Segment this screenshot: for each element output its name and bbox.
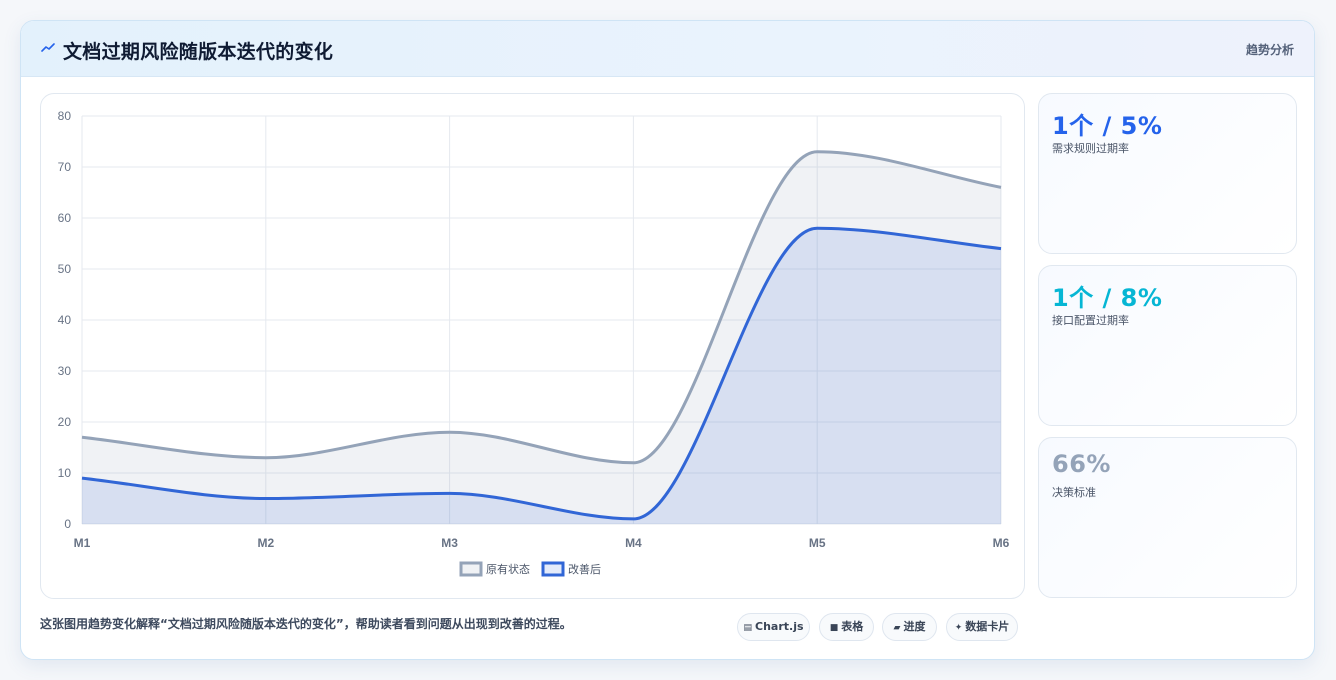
chip-chartjs[interactable]: ▤ Chart.js: [737, 613, 810, 641]
y-tick-label: 80: [58, 109, 72, 123]
trend-icon: [41, 43, 55, 52]
y-tick-label: 60: [58, 211, 72, 225]
stat-value: 66%: [1052, 450, 1111, 478]
x-tick-label: M6: [993, 536, 1010, 550]
sparkle-icon: ✦: [954, 623, 963, 633]
legend-label: 原有状态: [486, 562, 530, 576]
series-line-2: [81, 226, 1002, 521]
table-icon: ■: [829, 623, 839, 633]
y-tick-label: 70: [58, 160, 72, 174]
y-tick-label: 10: [58, 466, 72, 480]
page-title: 文档过期风险随版本迭代的变化: [63, 41, 334, 63]
y-tick-label: 50: [58, 262, 72, 276]
stat-card-1: 1个 / 5% 需求规则过期率: [1038, 93, 1297, 254]
stat-card-3: 66% 决策标准: [1038, 437, 1297, 598]
chart-card: 文档过期风险随版本迭代的变化 趋势分析 0 10 20 30 40 50 60 70 80 M1 M…: [20, 20, 1315, 660]
stat-card-2: 1个 / 8% 接口配置过期率: [1038, 265, 1297, 426]
y-tick-label: 0: [64, 517, 71, 531]
chip-label: 表格: [841, 620, 864, 633]
chart-caption: 这张图用趋势变化解释“文档过期风险随版本迭代的变化”，帮助读者看到问题从出现到改…: [40, 617, 572, 631]
y-tick-label: 30: [58, 364, 72, 378]
legend-swatch: [459, 561, 483, 577]
chart-panel: 0 10 20 30 40 50 60 70 80 M1 M2 M3 M4 M5 M6 原有状态 改善后: [40, 93, 1025, 599]
chip-data-card[interactable]: ✦ 数据卡片: [946, 613, 1018, 641]
card-header: 文档过期风险随版本迭代的变化 趋势分析: [21, 21, 1314, 77]
chip-progress[interactable]: ▰ 进度: [882, 613, 937, 641]
series-area-1: [82, 151, 1001, 524]
x-tick-label: M4: [625, 536, 642, 550]
header-tag: 趋势分析: [1245, 43, 1294, 57]
chip-table[interactable]: ■ 表格: [819, 613, 874, 641]
legend-swatch: [541, 561, 565, 577]
stat-label: 决策标准: [1052, 486, 1096, 499]
area-chart: 0 10 20 30 40 50 60 70 80 M1 M2 M3 M4 M5 M6 原有状态 改善后: [58, 109, 1010, 577]
chip-label: 数据卡片: [965, 620, 1010, 633]
stat-label: 需求规则过期率: [1052, 142, 1129, 155]
stat-label: 接口配置过期率: [1052, 314, 1129, 327]
stat-value: 1个 / 5%: [1052, 112, 1163, 140]
x-tick-label: M1: [74, 536, 91, 550]
chip-label: 进度: [903, 620, 926, 633]
x-tick-label: M5: [809, 536, 826, 550]
stat-value: 1个 / 8%: [1052, 284, 1163, 312]
x-tick-label: M3: [441, 536, 458, 550]
series-area-2: [82, 228, 1001, 524]
y-tick-label: 20: [58, 415, 72, 429]
y-tick-label: 40: [58, 313, 72, 327]
progress-icon: ▰: [893, 623, 901, 633]
series-line-1: [81, 150, 1002, 465]
chip-label: Chart.js: [755, 620, 804, 633]
x-tick-label: M2: [257, 536, 274, 550]
legend-label: 改善后: [568, 562, 601, 576]
chart-icon: ▤: [743, 623, 752, 633]
